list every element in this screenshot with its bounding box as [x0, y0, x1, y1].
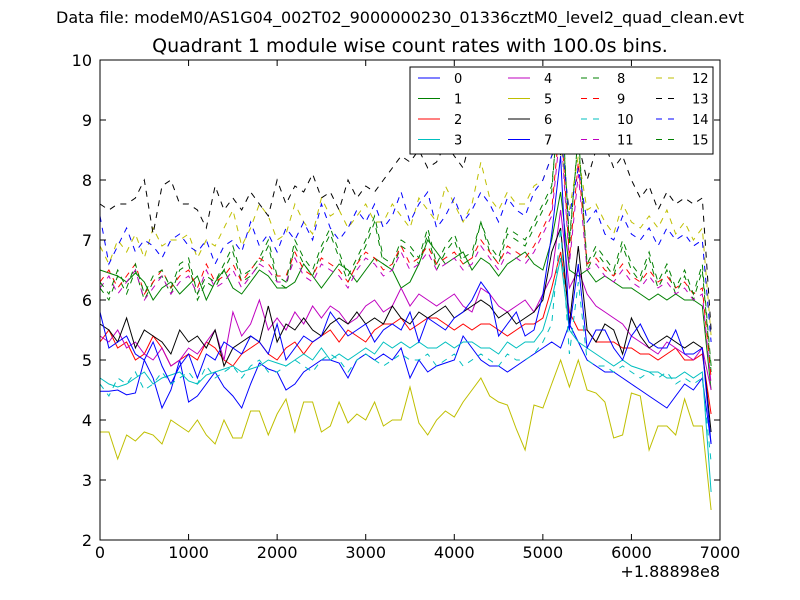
y-tick-label: 5 [82, 351, 92, 370]
series-line-1 [99, 191, 712, 391]
series-line-12 [99, 142, 712, 337]
legend-label-3: 3 [454, 134, 462, 149]
legend-label-2: 2 [454, 113, 462, 128]
y-tick-label: 6 [82, 291, 92, 310]
legend-label-8: 8 [617, 72, 625, 87]
legend-label-12: 12 [692, 72, 709, 87]
chart-title: Quadrant 1 module wise count rates with … [152, 35, 668, 57]
x-tick-label: 0 [95, 543, 105, 562]
x-tick-label: 4000 [434, 543, 475, 562]
legend-label-14: 14 [692, 113, 709, 128]
legend-label-5: 5 [544, 93, 552, 108]
legend-label-4: 4 [544, 72, 552, 87]
x-tick-label: 2000 [257, 543, 298, 562]
series-line-7 [99, 155, 712, 445]
series-line-11 [99, 125, 712, 385]
series-line-3 [99, 257, 712, 493]
series-line-8 [99, 77, 712, 373]
y-tick-label: 4 [82, 411, 92, 430]
x-tick-label: 5000 [522, 543, 563, 562]
x-offset-label: +1.88898e8 [620, 562, 720, 581]
series-line-2 [99, 251, 712, 415]
data-file-suptitle: Data file: modeM0/AS1G04_002T02_90000002… [56, 8, 744, 27]
legend-label-6: 6 [544, 113, 552, 128]
series-line-6 [99, 227, 712, 433]
series-line-5 [100, 358, 712, 511]
legend-label-1: 1 [454, 93, 462, 108]
legend-label-7: 7 [544, 134, 552, 149]
x-tick-label: 1000 [168, 543, 209, 562]
x-tick-label: 7000 [700, 543, 741, 562]
legend-label-9: 9 [617, 93, 625, 108]
series-line-4 [99, 209, 712, 391]
legend-label-10: 10 [617, 113, 634, 128]
series-line-9 [99, 113, 712, 379]
series-layer [99, 77, 712, 511]
series-line-15 [99, 89, 712, 367]
series-line-13 [99, 77, 712, 331]
legend-label-15: 15 [692, 134, 709, 149]
series-line-10 [99, 227, 712, 463]
legend-label-11: 11 [617, 134, 634, 149]
legend-box [409, 66, 714, 155]
y-tick-label: 2 [82, 531, 92, 550]
legend-label-0: 0 [454, 72, 462, 87]
y-tick-label: 10 [72, 51, 92, 70]
x-tick-label: 6000 [611, 543, 652, 562]
series-line-0 [100, 322, 712, 445]
x-tick-label: 3000 [345, 543, 386, 562]
series-line-14 [99, 131, 712, 343]
legend-label-13: 13 [692, 93, 709, 108]
y-tick-label: 8 [82, 171, 92, 190]
y-tick-label: 7 [82, 231, 92, 250]
y-tick-label: 9 [82, 111, 92, 130]
y-tick-label: 3 [82, 471, 92, 490]
